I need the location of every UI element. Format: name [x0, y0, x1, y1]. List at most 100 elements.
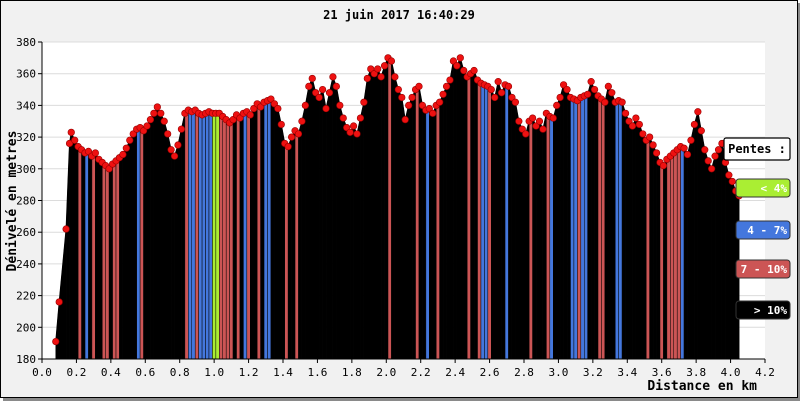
slope-bar — [542, 113, 547, 360]
x-tick-label: 3.8 — [686, 366, 706, 379]
slope-bar — [463, 70, 468, 360]
slope-bar — [225, 119, 230, 360]
elevation-point — [277, 120, 285, 129]
x-tick-label: 0.2 — [66, 366, 86, 379]
slope-bar — [501, 84, 506, 360]
slope-bar — [95, 152, 100, 360]
slope-bar — [511, 96, 516, 360]
slope-bar — [535, 120, 540, 360]
slope-bar — [353, 125, 358, 360]
slope-bar — [277, 108, 282, 360]
elevation-point — [164, 130, 172, 138]
slope-bar — [108, 163, 113, 360]
elevation-point — [680, 144, 688, 152]
elevation-point — [584, 90, 592, 98]
elevation-point — [728, 177, 736, 186]
slope-bar — [322, 89, 327, 360]
slope-bar — [267, 98, 272, 360]
elevation-point — [391, 73, 399, 81]
slope-bar — [239, 112, 244, 360]
slope-bar — [256, 103, 261, 360]
slope-bar — [163, 121, 168, 360]
slope-bar — [642, 133, 647, 360]
elevation-point — [704, 157, 712, 165]
slope-bar — [404, 105, 409, 360]
slope-bar — [391, 60, 396, 360]
slope-bar — [635, 117, 640, 360]
slope-bar — [287, 137, 292, 360]
elevation-point — [325, 89, 334, 97]
slope-bar — [370, 68, 375, 360]
slope-bar — [201, 112, 206, 360]
slope-bar — [281, 124, 285, 360]
slope-bar — [115, 157, 120, 360]
elevation-point — [708, 165, 716, 173]
elevation-point — [453, 62, 461, 70]
slope-bar — [563, 84, 568, 360]
y-tick-label: 380 — [16, 36, 36, 49]
x-tick-label: 0.6 — [135, 366, 155, 379]
slope-bar — [528, 117, 533, 360]
y-tick-label: 260 — [16, 226, 36, 239]
slope-bar — [77, 146, 82, 360]
slope-bar — [401, 97, 406, 360]
elevation-point — [504, 82, 513, 90]
slope-bar — [411, 89, 416, 360]
slope-bar — [360, 102, 365, 360]
elevation-point — [608, 89, 616, 97]
slope-bar — [570, 97, 575, 360]
elevation-point — [511, 98, 519, 106]
slope-bar — [473, 70, 478, 360]
slope-bar — [676, 146, 681, 360]
slope-bar — [614, 100, 619, 360]
elevation-point — [363, 74, 371, 83]
slope-bar — [611, 92, 616, 360]
x-tick-label: 0.4 — [101, 366, 121, 379]
slope-bar — [415, 85, 420, 360]
elevation-point — [157, 109, 165, 117]
slope-bar — [387, 57, 392, 360]
slope-bar — [487, 85, 492, 360]
elevation-point — [408, 93, 416, 102]
elevation-point — [646, 133, 654, 141]
slope-bar — [446, 79, 451, 360]
slope-bar — [246, 111, 251, 360]
slope-bar — [632, 117, 637, 360]
elevation-point — [563, 85, 571, 94]
slope-bar — [532, 117, 537, 360]
elevation-point — [71, 136, 79, 144]
elevation-point — [456, 54, 464, 62]
y-tick-label: 360 — [16, 68, 36, 81]
y-tick-label: 300 — [16, 163, 36, 176]
slope-bar — [422, 104, 427, 360]
slope-bar — [373, 68, 378, 360]
slope-bar — [721, 143, 726, 360]
x-tick-label: 1.6 — [307, 366, 327, 379]
slope-bar — [508, 86, 513, 360]
slope-bar — [188, 109, 193, 360]
y-tick-label: 180 — [16, 353, 36, 366]
slope-bar — [711, 156, 716, 360]
slope-bar — [553, 105, 557, 360]
slope-bar — [597, 95, 602, 360]
elevation-point — [301, 101, 309, 109]
x-tick-label: 1.2 — [239, 366, 259, 379]
legend-swatch — [735, 178, 791, 198]
elevation-points — [52, 54, 743, 346]
slope-bar — [184, 109, 189, 360]
slope-bar — [559, 84, 564, 360]
slope-bar — [170, 149, 175, 360]
y-axis-label: Dénivelé en metres — [5, 131, 20, 272]
x-tick-label: 3.2 — [583, 366, 603, 379]
elevation-point — [298, 117, 306, 125]
slope-bar — [88, 150, 93, 360]
elevation-point — [65, 139, 74, 148]
elevation-point — [346, 128, 354, 136]
slope-bar — [645, 136, 650, 360]
slope-bar — [435, 101, 440, 360]
slope-bar — [577, 96, 582, 360]
slope-bar — [143, 125, 148, 360]
elevation-point — [429, 109, 437, 117]
slope-bar — [549, 116, 554, 360]
